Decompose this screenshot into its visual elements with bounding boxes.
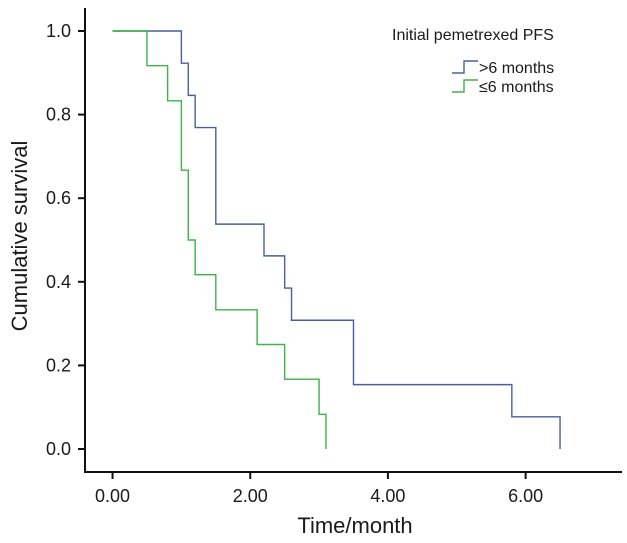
x-ticks: 0.00 2.00 4.00 6.00 [95,472,543,506]
y-axis-title: Cumulative survival [7,141,32,332]
legend: Initial pemetrexed PFS >6 months ≤6 month… [392,27,554,96]
legend-items: >6 months ≤6 months [452,60,554,96]
series-line-2 [112,30,327,449]
y-tick-label: 0.0 [46,439,71,459]
plot-lines [112,30,561,449]
legend-swatch [452,60,478,74]
x-tick-label: 2.00 [233,486,268,506]
y-tick-label: 0.2 [46,355,71,375]
legend-label: >6 months [479,60,554,77]
legend-swatch [452,79,478,93]
series-line-1 [112,30,561,449]
legend-label: ≤6 months [479,79,554,96]
y-tick-label: 0.4 [46,272,71,292]
x-axis-title: Time/month [297,513,412,538]
x-tick-label: 6.00 [508,486,543,506]
y-tick-label: 1.0 [46,21,71,41]
y-tick-label: 0.8 [46,105,71,125]
legend-title: Initial pemetrexed PFS [392,27,554,44]
y-ticks: 0.0 0.2 0.4 0.6 0.8 1.0 [46,21,85,459]
x-tick-label: 0.00 [95,486,130,506]
y-tick-label: 0.6 [46,188,71,208]
x-tick-label: 4.00 [370,486,405,506]
